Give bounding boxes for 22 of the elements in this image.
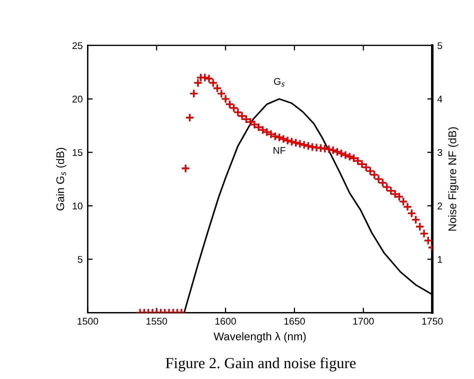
x-tick-label: 1600 [215, 318, 236, 325]
y2-tick-label: 3 [438, 149, 442, 156]
y-tick-label: 15 [72, 149, 82, 156]
x-axis-title: Wavelength λ (nm) [214, 332, 306, 343]
y2-axis-title: Noise Figure NF (dB) [448, 127, 458, 231]
y-axis-title: Gain G$_{s}$ (dB) [56, 148, 66, 210]
annotation: G$_{s}$ [274, 78, 285, 86]
y-tick-label: 10 [72, 202, 82, 210]
y-tick-label: 25 [72, 42, 82, 50]
x-tick-label: 1700 [353, 318, 374, 325]
y2-tick-label: 1 [438, 256, 442, 263]
caption: Figure 2. Gain and noise figure [166, 357, 356, 372]
x-tick-label: 1500 [78, 318, 98, 325]
y-tick-label: 5 [78, 256, 82, 263]
x-tick-label: 1650 [284, 318, 305, 325]
x-tick-label: 1750 [422, 318, 443, 325]
y2-tick-label: 5 [438, 42, 442, 50]
y2-tick-label: 4 [437, 96, 442, 102]
x-tick-label: 1550 [146, 318, 168, 325]
y2-tick-label: 2 [438, 202, 442, 210]
annotation: NF [274, 147, 286, 154]
y-tick-label: 20 [72, 96, 82, 103]
